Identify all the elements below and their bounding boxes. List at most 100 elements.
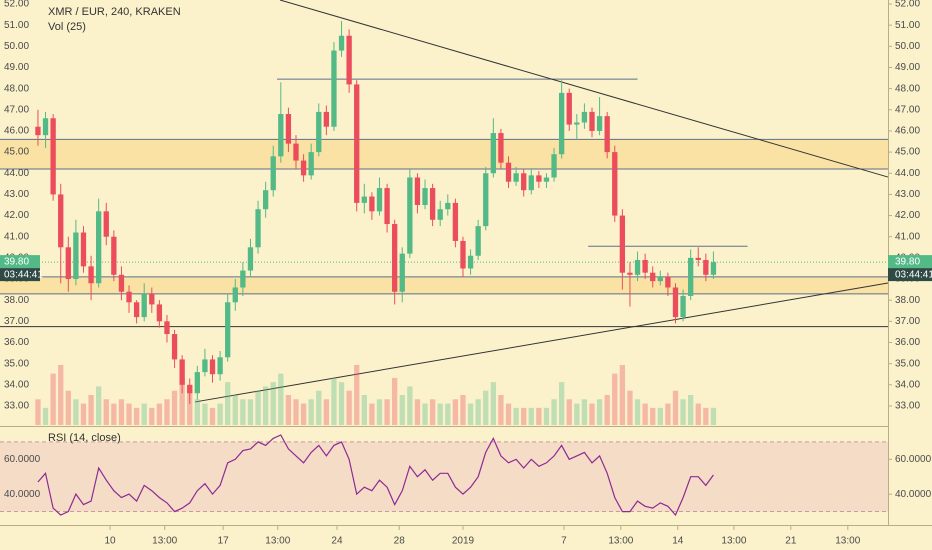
y-tick-label-left: 50.00	[4, 41, 29, 52]
candle-body	[574, 122, 580, 125]
volume-bar	[513, 407, 519, 425]
rsi-y-tick-label: 60.0000	[895, 454, 932, 465]
volume-bar	[452, 399, 459, 425]
y-tick-label-left: 38.00	[4, 295, 29, 306]
candle-body	[300, 160, 307, 176]
volume-bar	[710, 407, 717, 425]
candle-body	[96, 211, 102, 284]
x-tick-label: 2019	[452, 536, 475, 547]
candle-body	[634, 259, 641, 275]
volume-bar	[73, 399, 79, 425]
volume-bar	[202, 403, 208, 425]
candle-body	[240, 270, 246, 288]
x-tick-label: 14	[672, 536, 684, 547]
volume-bar	[695, 403, 701, 425]
candle-body	[217, 357, 223, 375]
candle-body	[171, 334, 178, 360]
volume-bar	[490, 382, 496, 425]
rsi-line	[37, 434, 714, 517]
last-price-badge	[888, 255, 932, 269]
volume-bar	[111, 403, 117, 425]
volume-bar	[58, 365, 64, 425]
volume-bar	[475, 399, 481, 425]
volume-bar	[369, 403, 375, 425]
x-tick-label: 13:00	[608, 536, 633, 547]
volume-bar	[118, 399, 125, 425]
candle-body	[452, 202, 459, 241]
volume-bar	[604, 395, 610, 425]
y-tick-label: 44.00	[895, 168, 920, 179]
y-tick-label: 50.00	[895, 41, 920, 52]
x-tick-label: 17	[218, 536, 230, 547]
volume-bar	[293, 399, 299, 425]
volume-bar	[338, 382, 345, 425]
volume-bar	[65, 390, 71, 425]
candle-body	[392, 224, 398, 292]
x-tick-label: 13:00	[835, 536, 860, 547]
volume-bar	[141, 403, 147, 425]
candle-body	[369, 196, 375, 212]
volume-bar	[300, 403, 307, 425]
zone	[0, 276, 888, 294]
rsi-title: RSI (14, close)	[48, 432, 121, 444]
volume-bar	[42, 407, 49, 425]
y-tick-label: 52.00	[895, 0, 920, 10]
volume-bar	[354, 365, 360, 425]
y-tick-label: 43.00	[895, 189, 920, 200]
y-tick-label-left: 33.00	[4, 401, 29, 412]
candle-body	[429, 188, 436, 220]
candle-body	[521, 173, 527, 191]
y-tick-label: 36.00	[895, 337, 920, 348]
y-tick-label: 47.00	[895, 104, 920, 115]
y-tick-label: 38.00	[895, 295, 920, 306]
volume-bar	[80, 403, 87, 425]
candle-body	[285, 114, 292, 144]
main-pane	[0, 0, 889, 425]
candle-body	[551, 154, 557, 178]
candle-body	[437, 209, 443, 220]
y-tick-label-left: 34.00	[4, 379, 29, 390]
volume-bar	[558, 382, 565, 425]
y-tick-label-left: 36.00	[4, 337, 29, 348]
volume-bar	[680, 399, 686, 425]
candle-body	[543, 177, 550, 182]
candle-body	[354, 84, 360, 203]
volume-bar	[308, 399, 314, 425]
volume-bar	[429, 399, 436, 425]
volume-bar	[35, 399, 41, 425]
y-tick-label: 42.00	[895, 210, 920, 221]
candle-body	[361, 196, 367, 203]
volume-bar	[255, 390, 261, 425]
y-tick-label: 34.00	[895, 379, 920, 390]
rsi-pane	[0, 434, 888, 517]
candle-body	[35, 126, 41, 136]
candle-body	[50, 118, 56, 195]
candle-body	[270, 156, 276, 191]
y-tick-label-left: 46.00	[4, 126, 29, 137]
rsi-band	[0, 441, 888, 512]
candle-body	[467, 255, 474, 269]
countdown-label: 03:44:41	[895, 270, 932, 281]
volume-bar	[399, 395, 405, 425]
y-tick-label: 48.00	[895, 83, 920, 94]
candle-body	[612, 152, 618, 216]
candle-body	[141, 293, 147, 318]
candle-body	[225, 302, 231, 358]
candle-body	[513, 173, 519, 182]
candle-body	[566, 92, 572, 125]
y-tick-label-left: 47.00	[4, 104, 29, 115]
volume-bar	[657, 407, 663, 425]
volume-bar	[505, 403, 512, 425]
candle-body	[156, 304, 163, 322]
candle-body	[558, 92, 565, 155]
volume-bar	[445, 403, 451, 425]
volume-bar	[460, 395, 466, 425]
y-tick-label-left: 35.00	[4, 358, 29, 369]
x-tick-label: 28	[394, 536, 406, 547]
volume-bar	[179, 377, 185, 425]
candle-body	[483, 173, 489, 227]
volume-bar	[619, 365, 626, 425]
volume-label: Vol (25)	[48, 21, 86, 33]
x-tick-label: 13:00	[152, 536, 177, 547]
